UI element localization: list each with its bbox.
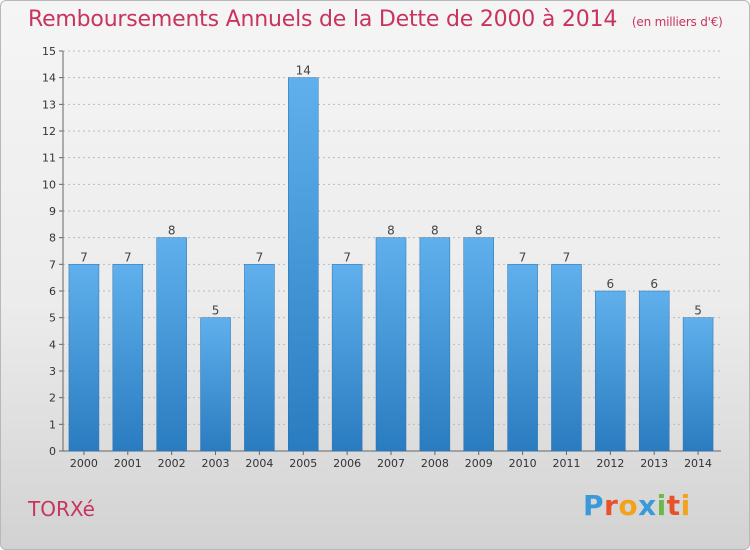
logo-letter: t xyxy=(666,489,681,522)
bar xyxy=(595,290,626,452)
logo-letter: r xyxy=(604,489,619,522)
y-tick-label: 3 xyxy=(49,365,56,378)
bar-value-label: 5 xyxy=(694,304,702,318)
x-tick-label: 2001 xyxy=(114,457,142,470)
bar xyxy=(638,290,670,452)
y-tick-label: 5 xyxy=(49,312,56,325)
x-tick-label: 2000 xyxy=(70,457,98,470)
bar-value-label: 6 xyxy=(650,277,658,291)
logo-letter: P xyxy=(583,489,605,522)
bar-value-label: 8 xyxy=(387,224,395,238)
bar xyxy=(200,317,231,452)
x-tick-label: 2011 xyxy=(552,457,580,470)
bar-value-label: 8 xyxy=(475,224,483,238)
bar-value-label: 7 xyxy=(80,250,88,264)
y-tick-label: 10 xyxy=(42,178,56,191)
bar-value-label: 7 xyxy=(124,250,132,264)
bar-value-label: 8 xyxy=(431,224,439,238)
bar xyxy=(551,264,582,452)
logo-letter: o xyxy=(618,489,639,522)
x-tick-label: 2007 xyxy=(377,457,405,470)
x-tick-label: 2005 xyxy=(289,457,317,470)
proxiti-logo: Proxiti xyxy=(583,489,691,522)
bar xyxy=(288,77,319,452)
x-tick-label: 2009 xyxy=(465,457,493,470)
bar xyxy=(112,264,144,452)
bar-value-label: 7 xyxy=(256,250,264,264)
x-tick-label: 2013 xyxy=(640,457,668,470)
y-tick-label: 9 xyxy=(49,205,56,218)
x-tick-label: 2014 xyxy=(684,457,712,470)
bar-value-label: 14 xyxy=(296,64,311,78)
y-tick-label: 2 xyxy=(49,392,56,405)
bar-value-label: 5 xyxy=(212,304,220,318)
bar xyxy=(507,264,538,452)
bar xyxy=(682,317,714,452)
bar-value-label: 7 xyxy=(563,250,571,264)
x-tick-label: 2012 xyxy=(596,457,624,470)
logo-letter: x xyxy=(638,489,657,522)
bar-value-label: 6 xyxy=(607,277,615,291)
x-tick-label: 2004 xyxy=(245,457,273,470)
x-tick-label: 2003 xyxy=(202,457,230,470)
logo-letter: i xyxy=(680,489,691,522)
bar xyxy=(375,237,407,452)
chart-title-text: Remboursements Annuels de la Dette de 20… xyxy=(28,7,618,32)
y-tick-label: 4 xyxy=(49,338,56,351)
y-tick-label: 11 xyxy=(42,152,56,165)
y-tick-label: 0 xyxy=(49,445,56,458)
y-tick-label: 14 xyxy=(42,72,56,85)
x-tick-label: 2010 xyxy=(509,457,537,470)
y-tick-label: 6 xyxy=(49,285,56,298)
x-tick-label: 2002 xyxy=(158,457,186,470)
y-tick-label: 12 xyxy=(42,125,56,138)
bar xyxy=(419,237,451,452)
commune-name: TORXé xyxy=(28,497,95,521)
y-tick-label: 7 xyxy=(49,258,56,271)
bar xyxy=(244,264,275,452)
bar xyxy=(331,264,363,452)
x-tick-label: 2006 xyxy=(333,457,361,470)
y-tick-label: 8 xyxy=(49,232,56,245)
chart-subtitle: (en milliers d'€) xyxy=(631,15,723,29)
bar-value-label: 7 xyxy=(343,250,351,264)
chart-title: Remboursements Annuels de la Dette de 20… xyxy=(28,7,723,32)
bar xyxy=(156,237,187,452)
bar xyxy=(463,237,494,452)
y-tick-label: 15 xyxy=(42,45,56,58)
logo-letter: i xyxy=(656,489,667,522)
y-tick-label: 13 xyxy=(42,98,56,111)
bar-value-label: 8 xyxy=(168,224,176,238)
bar xyxy=(68,264,100,452)
y-tick-label: 1 xyxy=(49,418,56,431)
x-tick-label: 2008 xyxy=(421,457,449,470)
bar-value-label: 7 xyxy=(519,250,527,264)
